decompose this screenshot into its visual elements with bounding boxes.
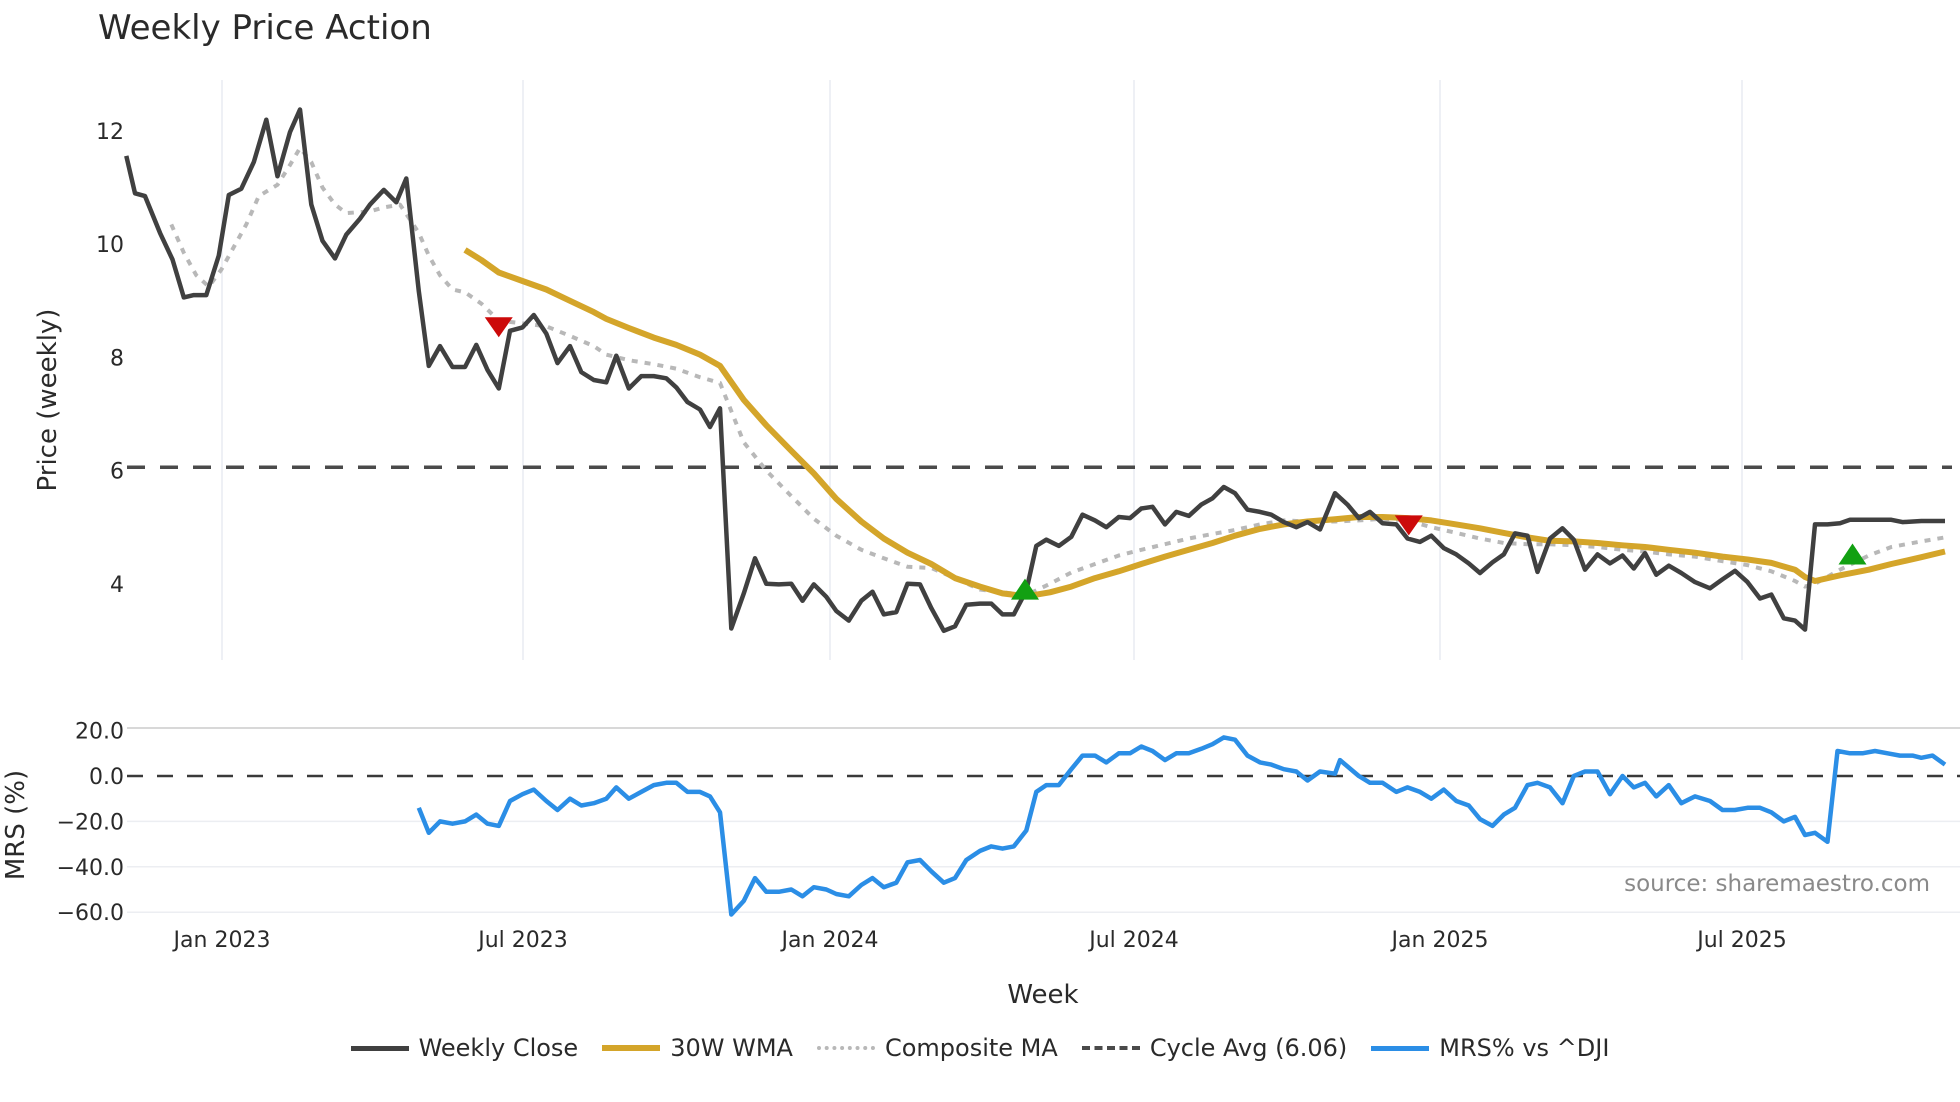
mrs-series	[416, 735, 1947, 917]
price-y-axis-title: Price (weekly)	[33, 309, 63, 492]
mrs-line	[416, 735, 1947, 917]
weekly-close-line	[124, 107, 1945, 634]
x-tick-label: Jan 2023	[172, 928, 271, 953]
x-axis-title: Week	[1007, 980, 1078, 1010]
composite-ma-line	[169, 146, 1946, 598]
x-ticks: Jan 2023 Jul 2023 Jan 2024 Jul 2024 Jan 2025…	[172, 928, 1787, 953]
sell-signal-marker-icon	[1394, 515, 1423, 536]
x-tick-label: Jan 2024	[780, 928, 879, 953]
buy-signal-marker-icon	[1011, 578, 1039, 600]
mrs-y-axis-title: MRS (%)	[1, 770, 31, 880]
legend-label: MRS% vs ^DJI	[1439, 1034, 1610, 1062]
legend-label: 30W WMA	[670, 1034, 793, 1062]
legend: Weekly Close 30W WMA Composite MA Cycle …	[0, 1034, 1960, 1062]
legend-item-cycle-avg[interactable]: Cycle Avg (6.06)	[1081, 1034, 1348, 1062]
mrs-swatch-icon	[1371, 1045, 1430, 1051]
legend-item-mrs[interactable]: MRS% vs ^DJI	[1371, 1034, 1609, 1062]
source-note: source: sharemaestro.com	[1624, 871, 1930, 897]
legend-item-30w-wma[interactable]: 30W WMA	[602, 1034, 793, 1062]
price-y-tick-label: 6	[110, 460, 124, 485]
price-vertical-gridlines	[221, 80, 1743, 660]
mrs-y-tick-label: −60.0	[57, 901, 124, 926]
legend-label: Cycle Avg (6.06)	[1149, 1034, 1348, 1062]
wma-swatch-icon	[602, 1045, 661, 1051]
price-series	[124, 107, 1946, 634]
buy-signal-marker-icon	[1838, 543, 1867, 565]
30w-wma-line	[463, 247, 1946, 600]
mrs-y-tick-label: −40.0	[57, 856, 124, 881]
cycle-avg-swatch-icon	[1081, 1046, 1140, 1050]
x-tick-label: Jul 2025	[1695, 928, 1787, 953]
mrs-horizontal-gridlines	[127, 727, 1960, 913]
legend-item-weekly-close[interactable]: Weekly Close	[350, 1034, 579, 1062]
price-y-tick-label: 10	[96, 233, 124, 258]
x-tick-label: Jan 2025	[1390, 928, 1489, 953]
mrs-y-tick-label: −20.0	[57, 810, 124, 835]
x-tick-label: Jul 2024	[1087, 928, 1179, 953]
weekly-close-swatch-icon	[350, 1045, 409, 1051]
mrs-y-tick-label: 20.0	[75, 720, 124, 745]
sell-signal-marker-icon	[484, 317, 513, 338]
legend-label: Weekly Close	[418, 1034, 579, 1062]
legend-label: Composite MA	[884, 1034, 1058, 1062]
legend-item-composite-ma[interactable]: Composite MA	[816, 1034, 1058, 1062]
price-y-tick-label: 12	[96, 120, 124, 145]
mrs-y-ticks: 20.0 0.0 −20.0 −40.0 −60.0	[57, 720, 124, 927]
x-tick-label: Jul 2023	[476, 928, 568, 953]
price-y-tick-label: 8	[110, 346, 124, 371]
signal-markers	[484, 317, 1867, 600]
chart-title: Weekly Price Action	[98, 8, 432, 48]
price-y-tick-label: 4	[110, 573, 124, 598]
price-y-ticks: 4 6 8 10 12	[96, 120, 124, 598]
composite-ma-swatch-icon	[816, 1046, 875, 1050]
mrs-y-tick-label: 0.0	[89, 765, 124, 790]
